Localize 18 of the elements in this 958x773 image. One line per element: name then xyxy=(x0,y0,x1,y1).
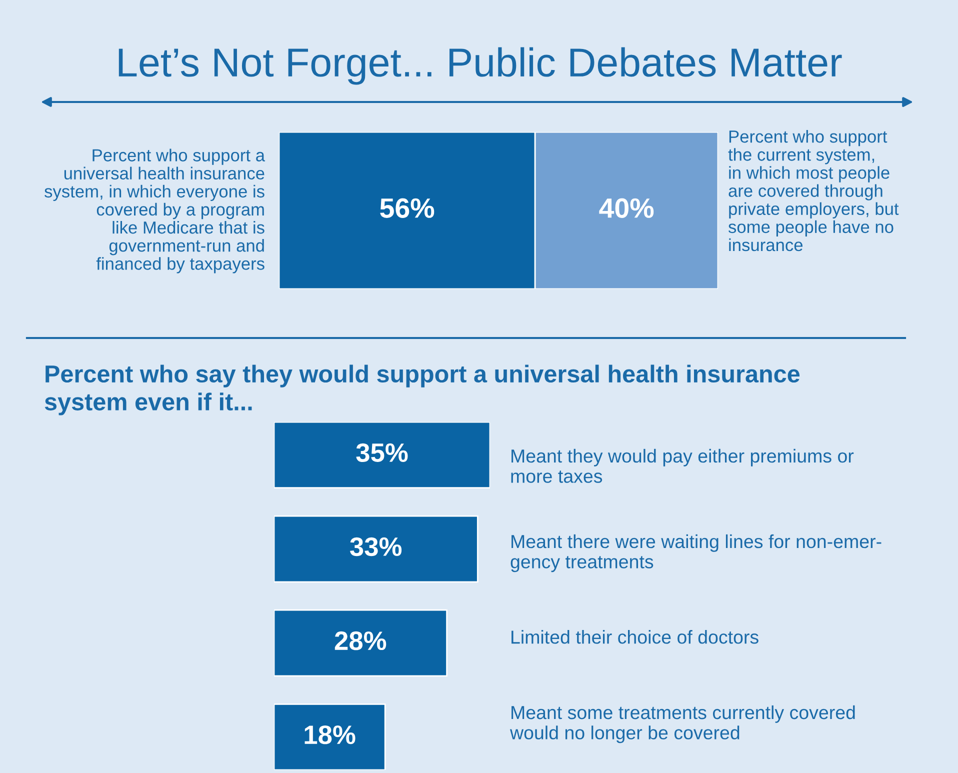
chart-title: Percent who say they would support a universal health insurance system even if it... xyxy=(44,364,800,416)
data-label: 28% xyxy=(334,631,386,650)
bar xyxy=(274,703,386,770)
text: Percent who support a universal health insurance system, in which everyone is covered by a program like Medicare that is government-run and financed by taxpayers xyxy=(44,148,266,274)
bar xyxy=(274,609,448,677)
category-label: Meant they would pay either premiums or more taxes xyxy=(511,448,854,483)
data-label: 18% xyxy=(304,725,356,744)
data-label: 33% xyxy=(350,537,402,556)
text: Percent who support the current system, in which most people are covered through private employers, but some people have no insurance xyxy=(728,130,899,252)
category-label: Meant some treatments currently covered would no longer be covered xyxy=(510,705,855,744)
data-label: 56% xyxy=(380,198,434,218)
chart-title: Let’s Not Forget... Public Debates Matter xyxy=(118,47,842,85)
bar xyxy=(274,515,478,583)
data-label: 35% xyxy=(356,443,408,462)
category-label: Meant there were waiting lines for non-emer- gency treatments xyxy=(510,534,882,572)
category-label: Limited their choice of doctors xyxy=(512,630,758,644)
data-label: 40% xyxy=(599,198,654,218)
bar xyxy=(274,422,490,489)
